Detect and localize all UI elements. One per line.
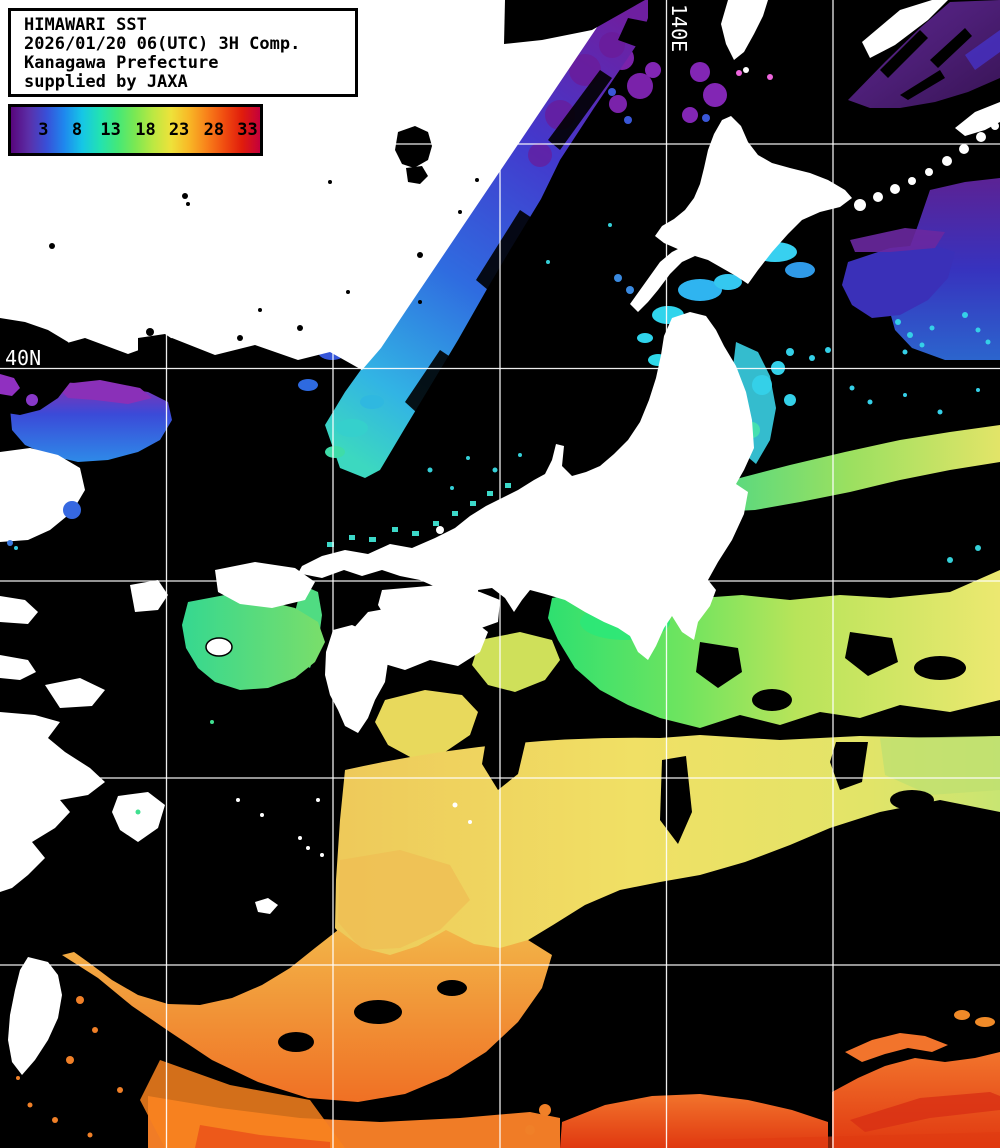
- colorbar-tick: 18: [135, 120, 156, 140]
- sst-detail-specks: [0, 374, 214, 815]
- land-honshu: [290, 312, 754, 660]
- land-oshima-peninsula: [630, 246, 695, 312]
- land-hokkaido: [655, 116, 852, 284]
- land-kuril-islands: [854, 102, 1000, 211]
- longitude-label: 140E: [667, 4, 691, 52]
- cloud-korea-south: [0, 448, 85, 542]
- land-taiwan: [8, 957, 62, 1075]
- map-title: HIMAWARI SST: [24, 15, 147, 35]
- sst-warm-regions: [16, 425, 1000, 1148]
- land-china-coast: [0, 712, 105, 892]
- colorbar-tick: 3: [38, 120, 49, 140]
- map-credit: supplied by JAXA: [24, 72, 188, 92]
- colorbar-tick: 13: [100, 120, 121, 140]
- header-info-box: HIMAWARI SST 2026/01/20 06(UTC) 3H Comp.…: [8, 8, 358, 97]
- map-datetime: 2026/01/20 06(UTC) 3H Comp.: [24, 34, 301, 54]
- colorbar-tick: 23: [168, 120, 190, 140]
- land-goto-island: [205, 637, 233, 657]
- map-region: Kanagawa Prefecture: [24, 53, 219, 73]
- land-sakhalin: [721, 0, 768, 60]
- land-kyushu: [325, 625, 388, 733]
- no-data-regions: [0, 0, 972, 1052]
- colorbar-tick: 33: [237, 120, 258, 140]
- colorbar-tick: 8: [71, 120, 83, 140]
- colorbar-tick: 28: [203, 120, 225, 140]
- cloud-streak-northeast: [862, 0, 948, 58]
- cloud-micro-specks: [236, 798, 472, 857]
- cloud-patch-west: [112, 792, 165, 842]
- orange-specks: [16, 996, 123, 1138]
- temperature-colorbar: 3 8 13 18 23 28 33: [8, 104, 263, 156]
- colorbar-gradient: [11, 107, 260, 153]
- latitude-label: 40N: [5, 346, 41, 370]
- cloud-inland-sea: [378, 585, 500, 635]
